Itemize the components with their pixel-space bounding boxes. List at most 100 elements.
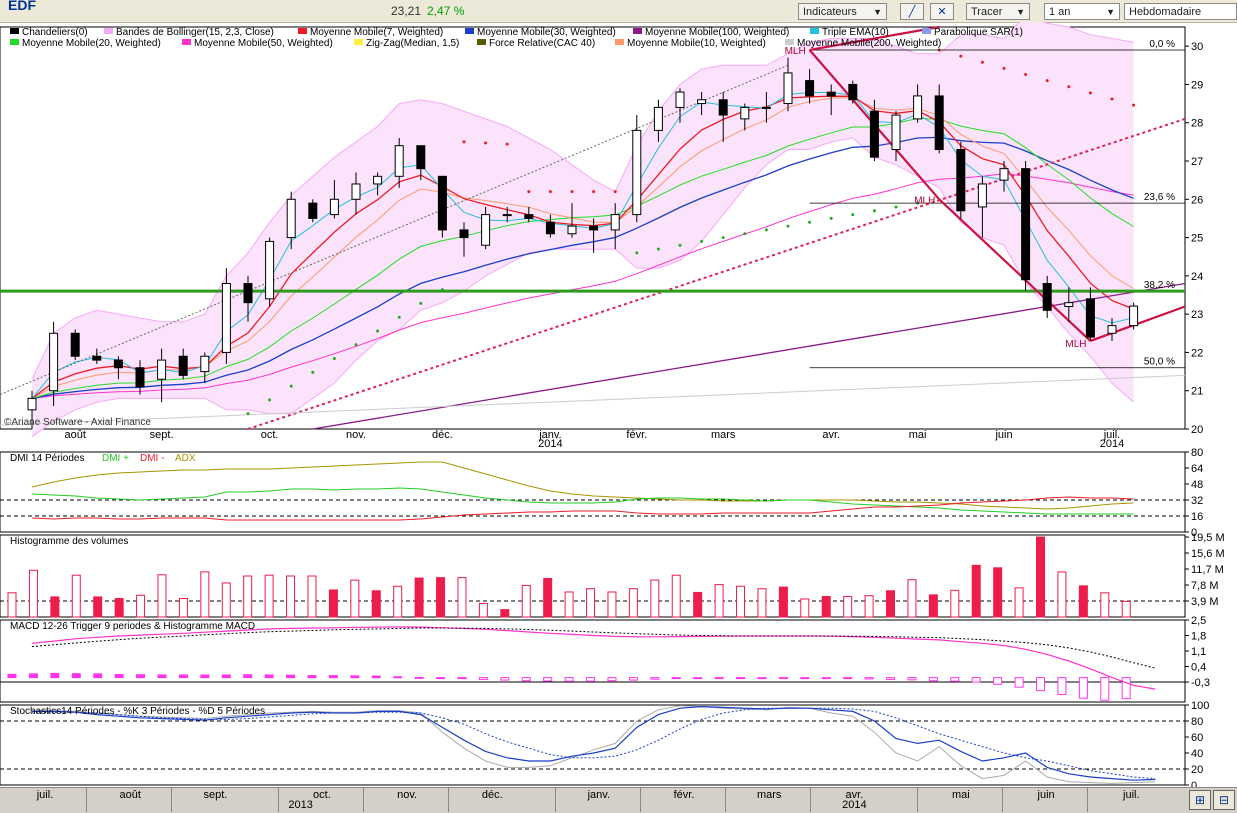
legend-label: Moyenne Mobile(50, Weighted): [194, 38, 333, 49]
stock-change: 2,47 %: [427, 4, 465, 18]
panel-layout-icon[interactable]: ⊟: [1213, 790, 1235, 810]
delete-drawing-icon[interactable]: ✕: [930, 3, 954, 20]
candle-body: [891, 114, 901, 151]
volume-bar: [393, 585, 403, 618]
dmi-axis-tick-label: 64: [1191, 463, 1203, 475]
macd-histogram-bar: [1100, 677, 1110, 701]
interval-value: Hebdomadaire: [1129, 6, 1202, 18]
sar-dot: [419, 301, 423, 305]
time-axis-month-label: déc.: [481, 789, 503, 801]
candle-body: [351, 183, 361, 200]
volume-bar: [1121, 600, 1131, 618]
candle-body: [675, 91, 685, 108]
legend-label: Moyenne Mobile(200, Weighted): [797, 38, 941, 49]
volume-bar: [114, 598, 124, 618]
time-axis-month-label: juil.: [36, 789, 54, 801]
candle-body: [286, 198, 296, 239]
time-axis-month-label: août: [119, 789, 141, 801]
candle-body: [329, 198, 339, 216]
ma10-line: [31, 97, 1134, 399]
candle-body: [567, 225, 577, 235]
volume-bar: [907, 579, 917, 618]
macd-histogram-bar: [243, 674, 253, 679]
legend-swatch: [354, 39, 363, 45]
sar-dot: [1088, 91, 1092, 95]
macd-histogram-bar: [650, 677, 660, 680]
price-axis-tick-label: 21: [1191, 386, 1203, 398]
volume-bar: [71, 574, 81, 618]
candle-body: [934, 95, 944, 151]
volume-bar: [1100, 592, 1110, 618]
candle-body: [783, 72, 793, 105]
dmi-minus-line: [31, 496, 1134, 521]
indicators-menu-button[interactable]: Indicateurs ▼: [798, 3, 887, 20]
stochastic-title: Stochastics14 Périodes - %K 3 Périodes -…: [10, 706, 265, 717]
candle-body: [437, 175, 447, 231]
period-select[interactable]: 1 an ▼: [1044, 3, 1120, 20]
legend-label: Moyenne Mobile(20, Weighted): [22, 38, 161, 49]
price-month-label: sept.: [150, 429, 174, 441]
candle-body: [157, 359, 167, 380]
sar-dot: [980, 60, 984, 64]
macd-histogram-bar: [200, 674, 210, 679]
candle-body: [653, 106, 663, 131]
legend-label: Moyenne Mobile(100, Weighted): [645, 27, 789, 38]
zigzag-line: [938, 198, 1092, 342]
candle-body: [805, 80, 815, 97]
candle-body: [243, 283, 253, 304]
macd-axis-tick-label: 2,5: [1191, 615, 1206, 627]
macd-histogram-bar: [50, 672, 60, 679]
candle-body: [610, 214, 620, 231]
chevron-down-icon: ▼: [873, 7, 882, 17]
candle-body: [502, 214, 512, 217]
interval-select[interactable]: Hebdomadaire: [1124, 3, 1237, 20]
volume-bar: [693, 591, 703, 618]
macd-histogram-bar: [264, 674, 274, 679]
chevron-down-icon: ▼: [1106, 7, 1115, 17]
macd-axis-tick-label: 1,1: [1191, 646, 1206, 658]
sar-dot: [851, 213, 855, 217]
price-month-label: juil.: [1103, 429, 1121, 441]
stock-title: EDF: [8, 0, 36, 13]
chart-area[interactable]: 0,0 % 23,6 % 38,2 % 50,0 % MLH MLH MLH Chandeli…: [0, 22, 1237, 787]
candle-body: [826, 91, 836, 97]
macd-histogram-bar: [1014, 677, 1024, 688]
macd-histogram-bar: [1057, 677, 1067, 695]
indicators-label: Indicateurs: [803, 6, 857, 18]
volume-bar: [928, 594, 938, 618]
tema-line: [31, 92, 1134, 399]
dmi-axis-tick-label: 48: [1191, 479, 1203, 491]
sar-dot: [1002, 66, 1006, 70]
price-axis-tick-label: 26: [1191, 194, 1203, 206]
time-axis-month-label: févr.: [673, 789, 695, 801]
draw-menu-button[interactable]: Tracer ▼: [966, 3, 1030, 20]
macd-histogram-bar: [907, 677, 917, 681]
ma30-line: [31, 136, 1134, 400]
volume-axis-tick-label: 19,5 M: [1191, 532, 1225, 544]
sar-dot: [527, 190, 531, 194]
candle-body: [956, 149, 966, 212]
macd-histogram-bar: [886, 677, 896, 680]
volume-bar: [1078, 585, 1088, 618]
candle-body: [178, 355, 188, 376]
sar-dot: [700, 239, 704, 243]
volume-bar: [757, 588, 767, 618]
sar-dot: [678, 243, 682, 247]
stochastic-axis-tick-label: 100: [1191, 700, 1209, 712]
stochastic-slow-line: [32, 705, 1156, 784]
macd-histogram-bar: [221, 674, 231, 679]
add-panel-icon[interactable]: ⊞: [1189, 790, 1211, 810]
candle-body: [308, 202, 318, 219]
sar-dot: [354, 343, 358, 347]
ma200-line: [0, 374, 1186, 426]
price-axis-tick-label: 20: [1191, 424, 1203, 436]
sar-dot: [613, 190, 617, 194]
ma100-line: [312, 282, 1186, 430]
sar-dot: [462, 140, 466, 144]
time-axis-separator: [86, 788, 88, 812]
trendline-tool-icon[interactable]: ╱: [900, 3, 924, 20]
branding-text: ©Ariane Software - Axial Finance: [4, 417, 151, 428]
ma7-line: [31, 95, 1134, 399]
candle-body: [265, 240, 275, 300]
dmi-plus-line: [31, 487, 1134, 515]
